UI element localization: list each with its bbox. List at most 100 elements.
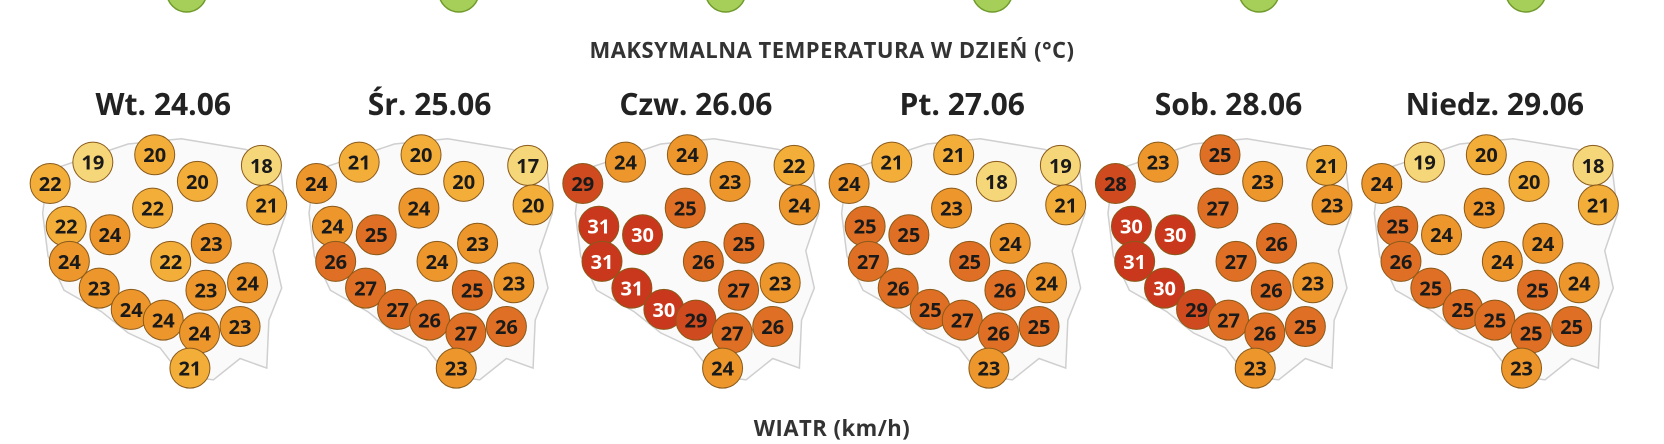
day-label: Wt. 24.06 bbox=[95, 83, 231, 124]
decor-circle bbox=[439, 0, 478, 13]
temp-value: 24 bbox=[838, 170, 861, 197]
temp-marker bbox=[512, 184, 554, 226]
temp-value: 20 bbox=[410, 141, 433, 168]
temp-value: 26 bbox=[1265, 230, 1288, 257]
temp-marker bbox=[1284, 306, 1326, 348]
temp-marker bbox=[975, 160, 1017, 202]
temp-value: 23 bbox=[502, 269, 525, 296]
temp-value: 19 bbox=[1413, 149, 1436, 176]
temp-marker bbox=[1577, 184, 1619, 226]
temp-value: 31 bbox=[620, 275, 643, 302]
temp-marker bbox=[29, 163, 71, 205]
temp-marker bbox=[1474, 299, 1516, 341]
temp-value: 27 bbox=[721, 319, 744, 346]
temp-marker bbox=[759, 262, 801, 304]
temp-value: 25 bbox=[1526, 277, 1549, 304]
temp-marker bbox=[604, 141, 646, 183]
temp-value: 23 bbox=[445, 355, 468, 382]
temp-marker bbox=[416, 240, 458, 282]
temp-value: 27 bbox=[1217, 307, 1240, 334]
temp-value: 26 bbox=[887, 275, 910, 302]
temp-marker bbox=[345, 267, 387, 309]
temp-marker bbox=[132, 187, 174, 229]
temp-value: 22 bbox=[55, 213, 78, 240]
temp-value: 23 bbox=[769, 269, 792, 296]
temp-marker bbox=[409, 299, 451, 341]
temp-marker bbox=[562, 163, 604, 205]
temp-marker bbox=[185, 269, 227, 311]
temp-value: 20 bbox=[452, 168, 475, 195]
temp-value: 30 bbox=[1164, 221, 1187, 248]
temp-value: 18 bbox=[985, 168, 1008, 195]
temp-marker bbox=[1197, 187, 1239, 229]
temp-marker bbox=[1234, 347, 1276, 389]
temp-value: 25 bbox=[1209, 141, 1232, 168]
temp-value: 21 bbox=[1315, 152, 1338, 179]
temp-marker bbox=[315, 240, 357, 282]
temp-value: 23 bbox=[940, 195, 963, 222]
temp-value: 21 bbox=[255, 191, 278, 218]
temp-value: 24 bbox=[426, 248, 449, 275]
temp-marker bbox=[984, 269, 1026, 311]
temp-marker bbox=[871, 141, 913, 183]
temp-value: 27 bbox=[454, 319, 477, 346]
temp-marker bbox=[134, 134, 176, 176]
temp-value: 26 bbox=[1260, 277, 1283, 304]
temp-marker bbox=[1215, 240, 1257, 282]
temp-value: 23 bbox=[200, 230, 223, 257]
temp-value: 26 bbox=[761, 313, 784, 340]
day-label: Sob. 28.06 bbox=[1155, 83, 1303, 124]
temp-value: 26 bbox=[324, 248, 347, 275]
temp-value: 24 bbox=[711, 355, 734, 382]
temp-value: 30 bbox=[652, 296, 675, 323]
temp-value: 24 bbox=[188, 319, 211, 346]
temp-value: 28 bbox=[1104, 170, 1127, 197]
temp-value: 24 bbox=[999, 230, 1022, 257]
temp-marker bbox=[847, 240, 889, 282]
temp-marker bbox=[718, 269, 760, 311]
temp-marker bbox=[400, 134, 442, 176]
temp-marker bbox=[1154, 214, 1196, 256]
temp-marker bbox=[752, 306, 794, 348]
temp-value: 23 bbox=[977, 355, 1000, 382]
temp-marker bbox=[1522, 222, 1564, 264]
temp-value: 19 bbox=[1049, 152, 1072, 179]
temp-marker bbox=[1199, 134, 1241, 176]
temp-marker bbox=[227, 262, 269, 304]
temp-marker bbox=[1463, 187, 1505, 229]
temp-value: 30 bbox=[1153, 275, 1176, 302]
temp-value: 27 bbox=[951, 307, 974, 334]
temp-marker bbox=[1501, 347, 1543, 389]
temp-marker bbox=[398, 187, 440, 229]
temp-marker bbox=[622, 214, 664, 256]
temp-marker bbox=[1403, 141, 1445, 183]
temp-marker bbox=[888, 214, 930, 256]
temp-marker bbox=[1137, 141, 1179, 183]
temp-value: 24 bbox=[1430, 221, 1453, 248]
temp-marker bbox=[933, 134, 975, 176]
temp-marker bbox=[1250, 269, 1292, 311]
temp-value: 23 bbox=[1510, 355, 1533, 382]
temp-value: 24 bbox=[1568, 269, 1591, 296]
temp-value: 23 bbox=[1301, 269, 1324, 296]
temp-marker bbox=[176, 160, 218, 202]
day-map: Wt. 24.06 19 20 18 22 20 21 22 22 24 23 22 24 24 23 23 2… bbox=[29, 83, 288, 389]
day-label: Czw. 26.06 bbox=[619, 83, 772, 124]
temp-marker bbox=[142, 299, 184, 341]
temp-marker bbox=[675, 299, 717, 341]
temp-marker bbox=[1256, 222, 1298, 264]
temp-marker bbox=[828, 163, 870, 205]
temp-value: 20 bbox=[1518, 168, 1541, 195]
temp-value: 24 bbox=[58, 248, 81, 275]
temp-marker bbox=[1410, 267, 1452, 309]
temp-value: 21 bbox=[1587, 191, 1610, 218]
temp-value: 24 bbox=[614, 149, 637, 176]
temp-marker bbox=[1481, 240, 1523, 282]
temp-marker bbox=[150, 240, 192, 282]
temp-value: 25 bbox=[461, 277, 484, 304]
temp-value: 23 bbox=[88, 275, 111, 302]
